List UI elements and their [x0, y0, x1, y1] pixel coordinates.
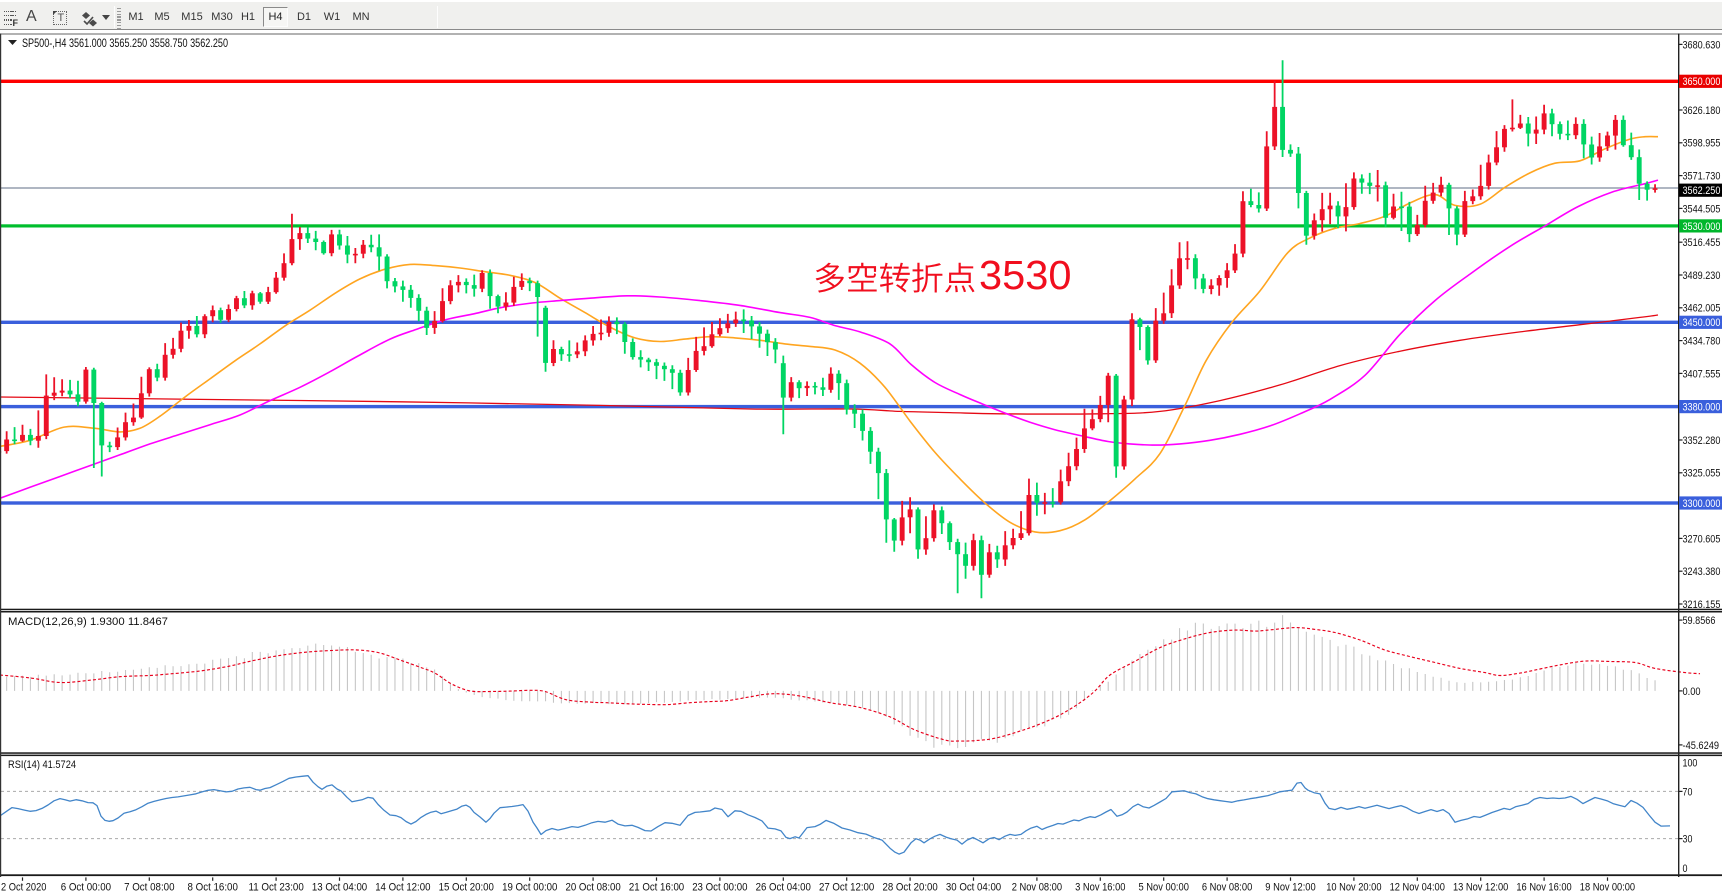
- svg-text:MACD(12,26,9) 1.9300 11.8467: MACD(12,26,9) 1.9300 11.8467: [8, 616, 168, 628]
- svg-text:59.8566: 59.8566: [1683, 615, 1716, 627]
- svg-text:-45.6249: -45.6249: [1683, 740, 1720, 752]
- svg-text:3243.380: 3243.380: [1683, 566, 1721, 578]
- svg-text:26 Oct 04:00: 26 Oct 04:00: [756, 882, 811, 894]
- svg-text:7 Oct 08:00: 7 Oct 08:00: [124, 882, 174, 894]
- svg-text:19 Oct 00:00: 19 Oct 00:00: [502, 882, 557, 894]
- svg-text:5 Nov 00:00: 5 Nov 00:00: [1139, 882, 1189, 894]
- svg-text:3 Nov 16:00: 3 Nov 16:00: [1075, 882, 1125, 894]
- svg-text:3352.280: 3352.280: [1683, 435, 1721, 447]
- svg-text:20 Oct 08:00: 20 Oct 08:00: [566, 882, 621, 894]
- svg-text:3450.000: 3450.000: [1683, 317, 1721, 329]
- svg-text:12 Nov 04:00: 12 Nov 04:00: [1390, 882, 1445, 894]
- svg-text:3380.000: 3380.000: [1683, 402, 1721, 414]
- svg-text:6 Nov 08:00: 6 Nov 08:00: [1202, 882, 1252, 894]
- svg-text:3650.000: 3650.000: [1683, 76, 1721, 88]
- svg-text:18 Nov 00:00: 18 Nov 00:00: [1580, 882, 1635, 894]
- svg-text:3407.555: 3407.555: [1683, 368, 1721, 380]
- svg-text:70: 70: [1683, 786, 1693, 798]
- svg-text:13 Oct 04:00: 13 Oct 04:00: [312, 882, 367, 894]
- svg-text:3434.780: 3434.780: [1683, 336, 1721, 348]
- svg-text:3598.955: 3598.955: [1683, 138, 1721, 150]
- svg-text:0.00: 0.00: [1683, 686, 1701, 698]
- svg-text:27 Oct 12:00: 27 Oct 12:00: [819, 882, 874, 894]
- svg-text:30 Oct 04:00: 30 Oct 04:00: [946, 882, 1001, 894]
- svg-text:2 Nov 08:00: 2 Nov 08:00: [1012, 882, 1062, 894]
- svg-text:3680.630: 3680.630: [1683, 39, 1721, 51]
- svg-text:2 Oct 2020: 2 Oct 2020: [1, 882, 46, 894]
- svg-text:3300.000: 3300.000: [1683, 498, 1721, 510]
- svg-text:10 Nov 20:00: 10 Nov 20:00: [1326, 882, 1381, 894]
- svg-text:9 Nov 12:00: 9 Nov 12:00: [1265, 882, 1315, 894]
- svg-text:0: 0: [1683, 863, 1688, 875]
- svg-text:3489.230: 3489.230: [1683, 270, 1721, 282]
- svg-text:30: 30: [1683, 834, 1693, 846]
- svg-text:6 Oct 00:00: 6 Oct 00:00: [61, 882, 111, 894]
- svg-text:28 Oct 20:00: 28 Oct 20:00: [883, 882, 938, 894]
- svg-text:3216.155: 3216.155: [1683, 599, 1721, 611]
- svg-text:3562.250: 3562.250: [1683, 185, 1721, 197]
- svg-text:100: 100: [1683, 757, 1698, 769]
- svg-text:3571.730: 3571.730: [1683, 171, 1721, 183]
- svg-text:3270.605: 3270.605: [1683, 533, 1721, 545]
- svg-text:11 Oct 23:00: 11 Oct 23:00: [249, 882, 304, 894]
- svg-text:3626.180: 3626.180: [1683, 105, 1721, 117]
- svg-text:23 Oct 00:00: 23 Oct 00:00: [692, 882, 747, 894]
- svg-text:21 Oct 16:00: 21 Oct 16:00: [629, 882, 684, 894]
- svg-text:3325.055: 3325.055: [1683, 468, 1721, 480]
- svg-text:15 Oct 20:00: 15 Oct 20:00: [439, 882, 494, 894]
- svg-text:8 Oct 16:00: 8 Oct 16:00: [188, 882, 238, 894]
- svg-text:13 Nov 12:00: 13 Nov 12:00: [1453, 882, 1508, 894]
- svg-text:3516.455: 3516.455: [1683, 237, 1721, 249]
- svg-text:SP500-,H4 3561.000 3565.250 3: SP500-,H4 3561.000 3565.250 3558.750 356…: [22, 38, 228, 50]
- svg-text:3530.000: 3530.000: [1683, 221, 1721, 233]
- svg-text:16 Nov 16:00: 16 Nov 16:00: [1516, 882, 1571, 894]
- svg-text:3462.005: 3462.005: [1683, 303, 1721, 315]
- svg-text:RSI(14) 41.5724: RSI(14) 41.5724: [8, 759, 76, 771]
- svg-text:14 Oct 12:00: 14 Oct 12:00: [375, 882, 430, 894]
- svg-text:3544.505: 3544.505: [1683, 203, 1721, 215]
- svg-text:3530: 3530: [979, 252, 1072, 298]
